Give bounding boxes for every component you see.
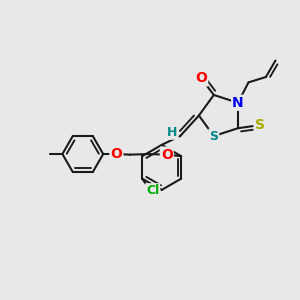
Text: H: H	[167, 126, 178, 139]
Text: S: S	[255, 118, 265, 132]
Text: Cl: Cl	[146, 184, 159, 197]
Text: O: O	[195, 71, 207, 85]
Text: N: N	[232, 96, 244, 110]
Text: O: O	[110, 147, 122, 161]
Text: S: S	[209, 130, 218, 142]
Text: O: O	[161, 148, 173, 162]
